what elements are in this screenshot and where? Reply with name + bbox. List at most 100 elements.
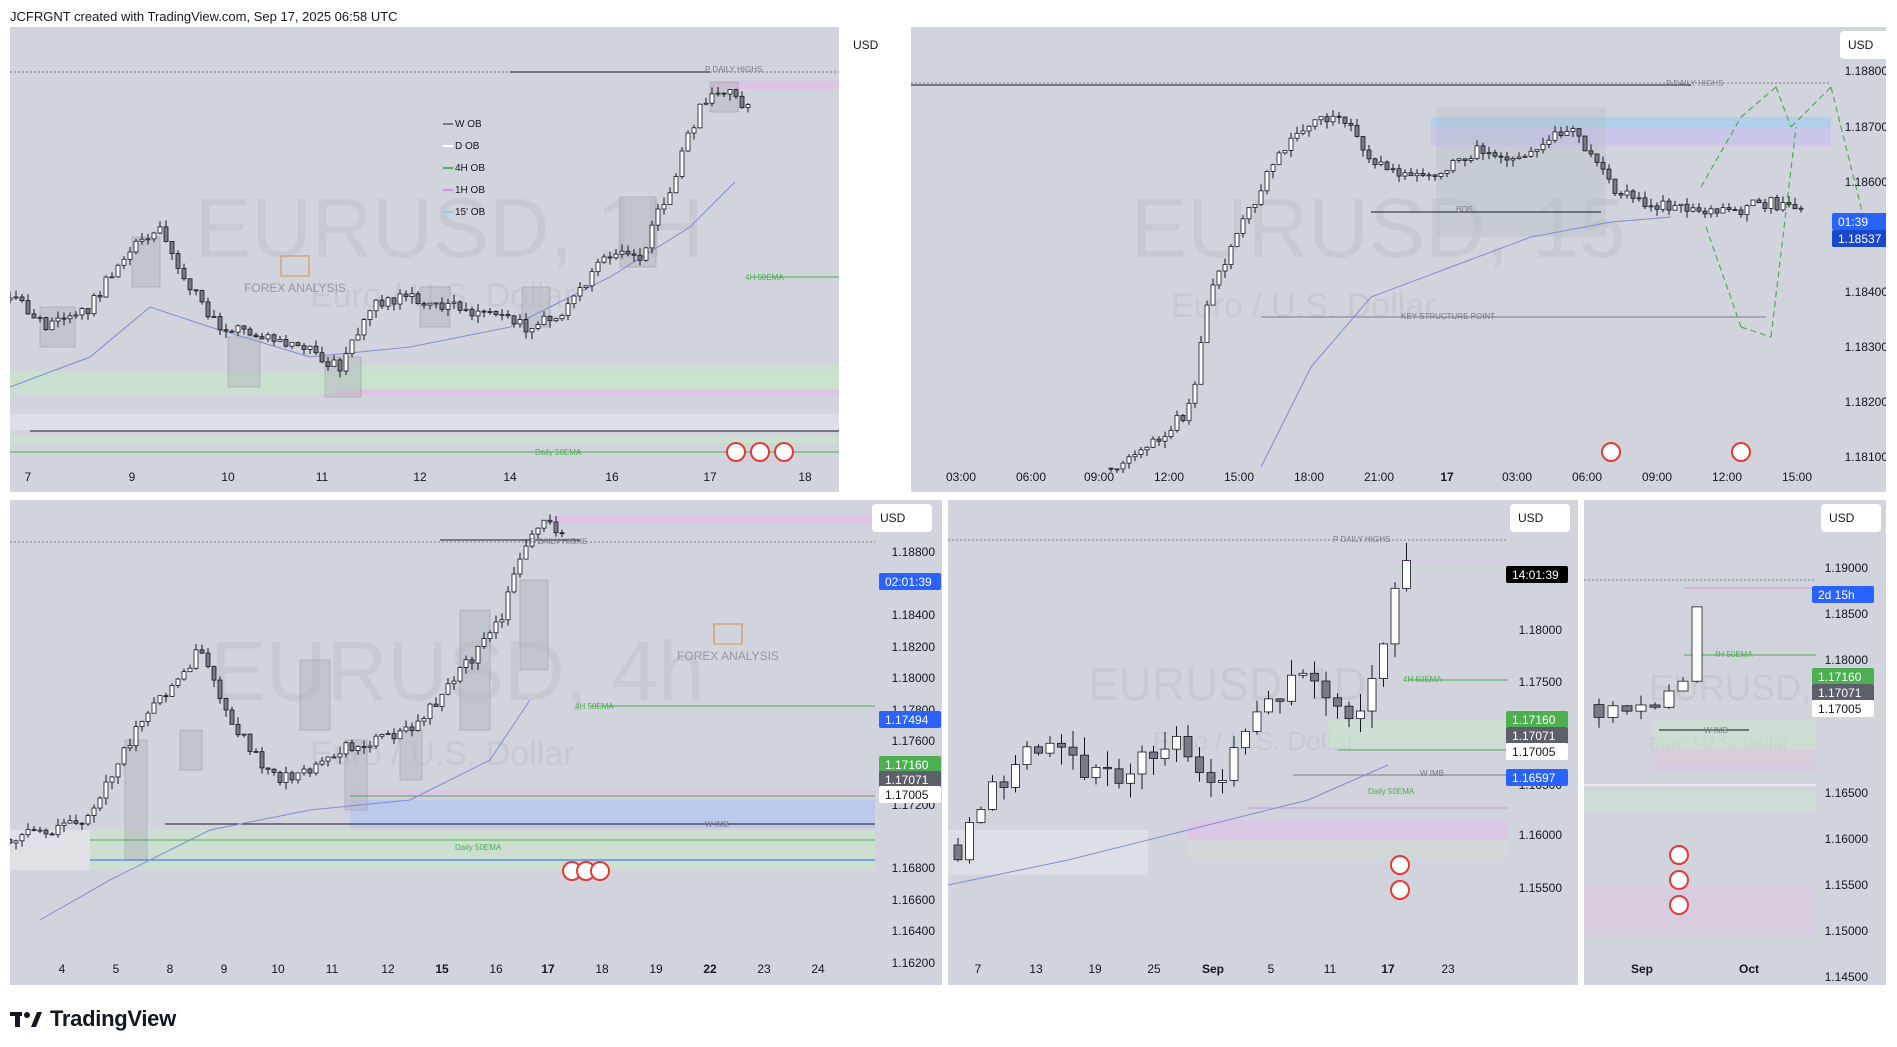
annotation-label: Daily 50EMA xyxy=(535,448,582,457)
currency-badge[interactable]: USD xyxy=(1510,504,1570,532)
forex-analysis-logo: FOREX ANALYSIS xyxy=(244,255,346,295)
candle-body-bearish xyxy=(1372,158,1378,165)
candle-body-bullish xyxy=(541,315,547,325)
order-block-box xyxy=(227,336,261,388)
price-label-text: 1.16597 xyxy=(1512,771,1556,785)
candle-body-bullish xyxy=(1198,342,1204,385)
candle xyxy=(721,92,727,97)
chart-panel-4h[interactable]: EURUSD, 4h Euro / U.S. Dollar P DAILY HIGH… xyxy=(10,500,942,985)
candle-body-bullish xyxy=(91,807,97,816)
candle-body-bearish xyxy=(547,519,553,523)
candle-body-bullish xyxy=(241,733,247,736)
candle-body-bullish xyxy=(319,760,325,765)
candle-body-bullish xyxy=(1114,468,1120,471)
y-tick-label: 1.16400 xyxy=(892,924,936,938)
candle xyxy=(43,316,49,331)
price-label: 1.16597 xyxy=(1506,769,1568,786)
price-label-text: 1.17005 xyxy=(885,788,929,802)
x-tick-label: 9 xyxy=(221,962,228,976)
candle-body-bearish xyxy=(295,342,301,347)
candle-body-bearish xyxy=(253,334,259,338)
candle-body-bearish xyxy=(505,314,511,317)
candle xyxy=(1228,244,1234,270)
candle-body-bearish xyxy=(1594,153,1600,163)
candle-body-bearish xyxy=(97,295,103,298)
annotation-label: P DAILY HIGHS xyxy=(530,537,587,546)
candle xyxy=(139,232,145,245)
price-label-bg xyxy=(1506,743,1568,760)
currency-badge[interactable]: USD xyxy=(1840,31,1897,59)
candle-body-bullish xyxy=(1414,172,1420,177)
candle xyxy=(1408,167,1414,177)
candle xyxy=(307,767,313,777)
candle-body-bullish xyxy=(475,310,481,317)
x-tick-label: 09:00 xyxy=(1642,470,1672,484)
candle xyxy=(499,309,505,321)
candle xyxy=(1456,158,1462,163)
candle xyxy=(457,666,463,684)
candle xyxy=(331,355,337,367)
candle xyxy=(151,231,157,243)
candle-body-bullish xyxy=(1663,690,1675,708)
candle-body-bearish xyxy=(559,532,565,535)
footer: TradingView xyxy=(10,1004,176,1034)
candle-body-bullish xyxy=(1045,742,1055,754)
candle xyxy=(61,818,67,833)
candle xyxy=(1354,118,1360,138)
candle-body-bearish xyxy=(481,310,487,313)
candle xyxy=(1402,542,1411,592)
candle-body-bullish xyxy=(1160,748,1170,759)
candle xyxy=(385,730,391,736)
y-tick-label: 1.18800 xyxy=(892,545,936,559)
x-tick-label: 21:00 xyxy=(1364,470,1394,484)
candle-body-bullish xyxy=(73,314,79,317)
candle-body-bullish xyxy=(277,339,283,342)
candle xyxy=(301,343,307,355)
candle xyxy=(25,294,31,315)
candle-body-bearish xyxy=(1068,746,1078,756)
candle xyxy=(301,764,307,776)
currency-badge[interactable]: USD xyxy=(872,504,932,532)
candle-body-bullish xyxy=(457,667,463,682)
candle-body-bullish xyxy=(1234,233,1240,247)
candle xyxy=(1677,676,1689,692)
candle-body-bullish xyxy=(1186,402,1192,422)
candle xyxy=(1372,157,1378,169)
candle-body-bearish xyxy=(301,345,307,350)
candle-body-bullish xyxy=(61,822,67,826)
candle xyxy=(271,768,277,776)
watermark-symbol: EURUSD, 1D xyxy=(1088,658,1367,710)
candle xyxy=(523,313,529,339)
candle-body-bullish xyxy=(601,256,607,263)
candle-body-bullish xyxy=(475,645,481,664)
currency-badge[interactable]: USD xyxy=(845,31,905,59)
candle xyxy=(601,254,607,264)
candle xyxy=(655,203,661,231)
x-tick-label: 5 xyxy=(1268,962,1275,976)
price-label-text: 1.17160 xyxy=(885,758,929,772)
candle xyxy=(1792,197,1798,210)
candle-body-bullish xyxy=(481,638,487,647)
candle xyxy=(55,818,61,838)
candle-body-bearish xyxy=(631,253,637,256)
candle xyxy=(475,645,481,671)
candle-body-bearish xyxy=(1344,705,1354,720)
candle-body-bearish xyxy=(43,829,49,835)
x-tick-label: 8 xyxy=(167,962,174,976)
candle-body-bearish xyxy=(181,267,187,280)
candle xyxy=(1462,158,1468,167)
candle-body-bullish xyxy=(1552,131,1558,141)
candle-body-bearish xyxy=(10,839,13,844)
candle-body-bullish xyxy=(1378,161,1384,165)
chart-panel-1d[interactable]: EURUSD, 1D Euro / U.S. Dollar P DAILY HIGH… xyxy=(948,500,1578,985)
candle-body-bearish xyxy=(253,751,259,753)
candle-body-bullish xyxy=(349,339,355,355)
chart-panel-15m[interactable]: EURUSD, 15 Euro / U.S. Dollar P DAILY HIGH… xyxy=(911,27,1897,492)
candle-body-bearish xyxy=(211,666,217,681)
candle-body-bullish xyxy=(445,302,451,310)
candle-body-bullish xyxy=(289,342,295,347)
currency-badge[interactable]: USD xyxy=(1821,504,1881,532)
